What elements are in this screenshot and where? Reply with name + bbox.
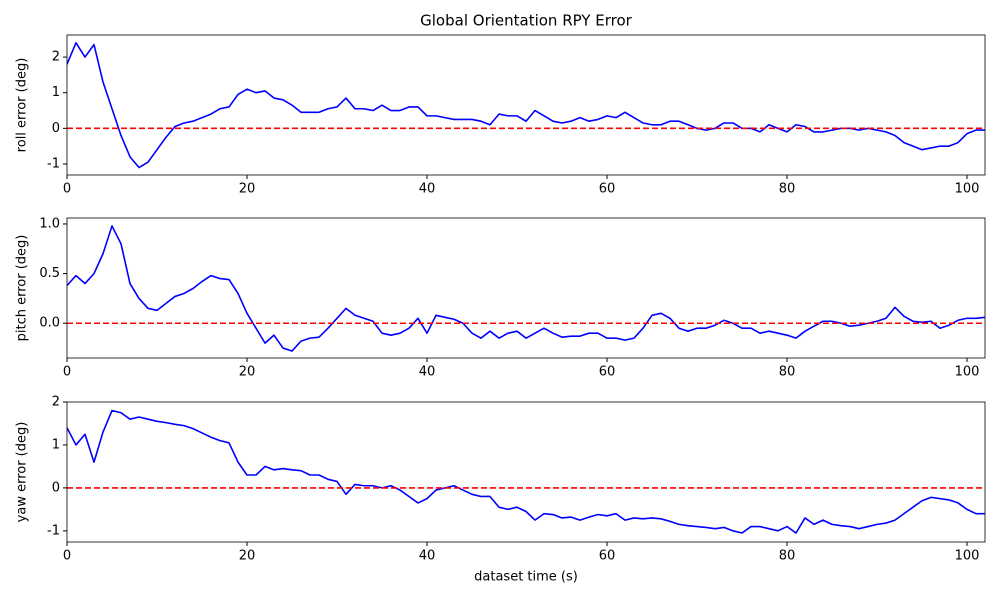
x-tick-label: 100: [955, 549, 980, 564]
chart-title: Global Orientation RPY Error: [420, 12, 633, 30]
y-tick-label: 0.0: [39, 316, 60, 331]
x-tick-label: 20: [239, 182, 256, 197]
data-line: [67, 225, 985, 352]
axes-frame: [66, 34, 986, 176]
y-tick-label: 1: [52, 437, 60, 452]
x-tick-label: 0: [63, 365, 71, 380]
x-tick-label: 40: [419, 182, 436, 197]
y-axis-label: pitch error (deg): [15, 235, 30, 342]
data-line: [67, 409, 985, 534]
y-tick-label: 1.0: [39, 216, 60, 231]
y-tick-label: 0: [52, 121, 60, 136]
x-axis-label: dataset time (s): [474, 570, 578, 585]
y-axis-label: roll error (deg): [15, 58, 30, 153]
y-tick-label: 2: [52, 395, 60, 410]
x-tick-label: 80: [779, 549, 796, 564]
x-tick-label: 60: [599, 365, 616, 380]
y-tick-label: 1: [52, 85, 60, 100]
x-tick-label: 100: [955, 182, 980, 197]
y-tick-label: -1: [47, 156, 60, 171]
x-tick-label: 60: [599, 549, 616, 564]
x-tick-label: 20: [239, 365, 256, 380]
x-tick-label: 60: [599, 182, 616, 197]
y-tick-label: 2: [52, 50, 60, 65]
y-tick-label: 0: [52, 480, 60, 495]
x-tick-label: 40: [419, 365, 436, 380]
axes-frame: [66, 401, 986, 543]
x-tick-label: 80: [779, 182, 796, 197]
data-line: [67, 42, 985, 169]
x-tick-label: 0: [63, 182, 71, 197]
x-tick-label: 80: [779, 365, 796, 380]
x-tick-label: 100: [955, 365, 980, 380]
axes-frame: [66, 217, 986, 359]
y-tick-label: 0.5: [39, 266, 60, 281]
y-tick-label: -1: [47, 523, 60, 538]
y-axis-label: yaw error (deg): [15, 422, 30, 523]
x-tick-label: 20: [239, 549, 256, 564]
x-tick-label: 40: [419, 549, 436, 564]
x-tick-label: 0: [63, 549, 71, 564]
